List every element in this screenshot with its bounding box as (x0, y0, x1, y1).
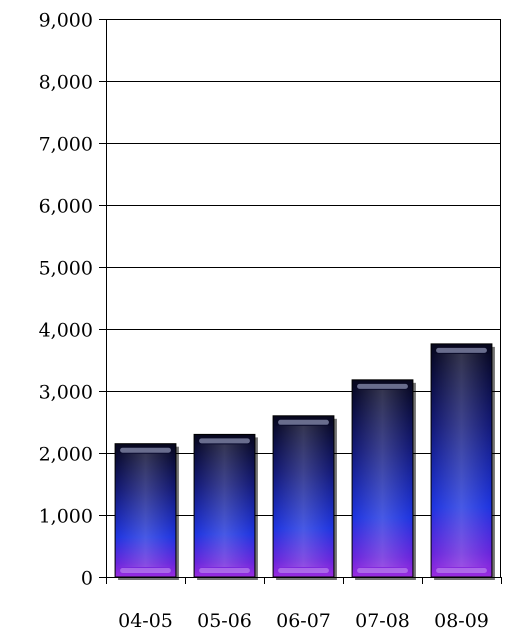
x-axis: 04-05 05-06 06-07 07-08 08-09 (106, 577, 502, 632)
y-tick-label: 7,000 (39, 134, 93, 156)
bar (351, 379, 416, 580)
x-tick-label: 07-08 (355, 610, 410, 632)
y-axis: 0 1,000 2,000 3,000 4,000 5,000 6,000 7,000 8,00… (39, 10, 501, 590)
y-tick-label: 3,000 (39, 382, 93, 404)
bar-bottom-highlight (199, 568, 250, 573)
bar-bottom-highlight (357, 568, 408, 573)
x-tick-label: 04-05 (118, 610, 173, 632)
y-tick-label: 4,000 (39, 320, 93, 342)
y-tick-label: 2,000 (39, 444, 93, 466)
bar-sheen (275, 425, 332, 567)
bar-top-highlight (357, 383, 408, 389)
bar-sheen (354, 389, 411, 567)
bar-top-highlight (436, 347, 487, 353)
bar (114, 443, 179, 580)
y-tick-label: 6,000 (39, 196, 93, 218)
y-tick-label: 9,000 (39, 10, 93, 32)
y-tick-label: 0 (81, 568, 93, 590)
bar-top-highlight (120, 447, 171, 453)
y-tick-label: 1,000 (39, 506, 93, 528)
bar-sheen (117, 453, 174, 567)
bar-top-highlight (278, 419, 329, 425)
x-tick-label: 08-09 (434, 610, 489, 632)
x-tick-label: 06-07 (276, 610, 331, 632)
bar (193, 433, 258, 580)
bars (114, 343, 495, 580)
bar-bottom-highlight (436, 568, 487, 573)
bar (272, 415, 337, 580)
bar-bottom-highlight (120, 568, 171, 573)
bar-bottom-highlight (278, 568, 329, 573)
bar-sheen (433, 353, 490, 567)
bar-sheen (196, 444, 253, 567)
y-tick-label: 8,000 (39, 72, 93, 94)
x-tick-label: 05-06 (197, 610, 252, 632)
bar (430, 343, 495, 580)
y-tick-label: 5,000 (39, 258, 93, 280)
bar-top-highlight (199, 438, 250, 444)
